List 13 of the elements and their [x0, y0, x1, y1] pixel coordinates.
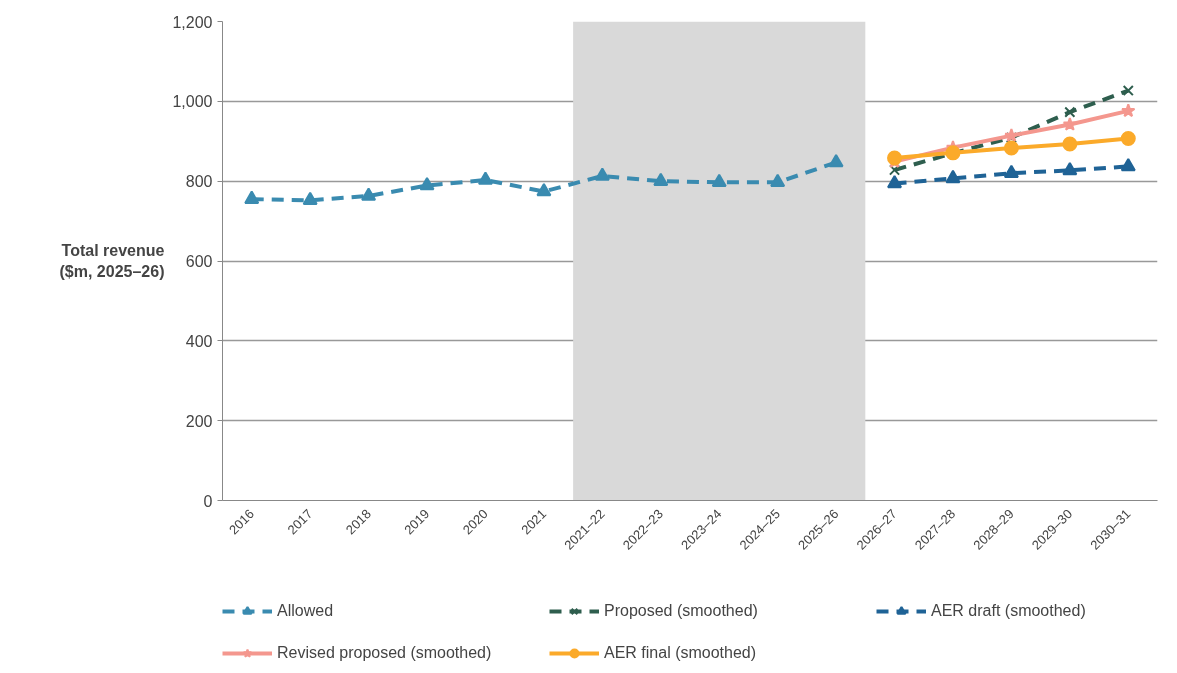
y-tick-label: 0: [203, 492, 213, 510]
legend-label: AER final (smoothed): [604, 644, 758, 662]
legend-label: Allowed: [277, 602, 335, 620]
y-tick-label: 200: [185, 412, 213, 430]
legend-label: Proposed (smoothed): [604, 602, 759, 620]
y-axis-title: Total revenue ($m, 2025–26): [59, 242, 165, 280]
y-tick-label: 800: [185, 173, 213, 191]
legend-label: Revised proposed (smoothed): [277, 644, 493, 662]
y-tick-label: 600: [185, 253, 213, 270]
y-tick-label: 1,200: [172, 13, 213, 31]
legend-label: AER draft (smoothed): [931, 602, 1087, 620]
y-tick-label: 400: [185, 332, 213, 350]
y-tick-label: 1,000: [172, 93, 213, 111]
